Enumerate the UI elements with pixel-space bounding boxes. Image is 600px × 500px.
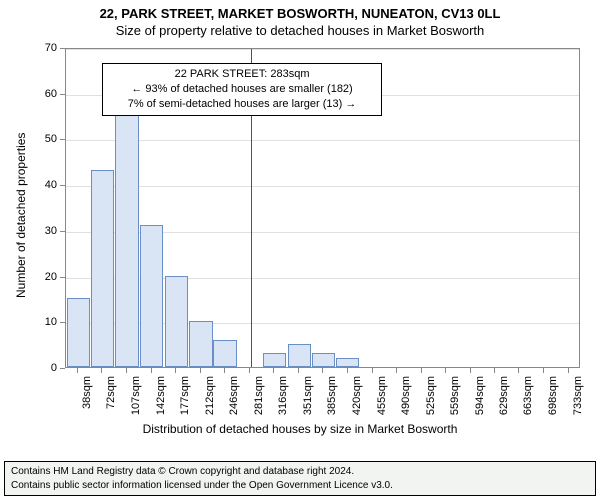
footer-line: Contains public sector information licen…	[11, 479, 589, 493]
histogram-plot: 22 PARK STREET: 283sqm← 93% of detached …	[65, 48, 580, 368]
histogram-bar	[189, 321, 212, 367]
x-tick-label: 559sqm	[449, 376, 461, 415]
y-tick	[60, 139, 65, 140]
x-tick-label: 698sqm	[547, 376, 559, 415]
x-tick	[494, 368, 495, 373]
x-tick	[101, 368, 102, 373]
y-tick-label: 0	[0, 362, 57, 374]
x-tick	[298, 368, 299, 373]
x-tick-label: 177sqm	[179, 376, 191, 415]
histogram-bar	[91, 170, 114, 367]
histogram-bar	[115, 106, 138, 367]
y-tick-label: 70	[0, 42, 57, 54]
x-tick	[126, 368, 127, 373]
histogram-bar	[67, 298, 90, 367]
y-tick-label: 50	[0, 133, 57, 145]
x-tick-label: 385sqm	[326, 376, 338, 415]
x-tick-label: 663sqm	[522, 376, 534, 415]
gridline	[66, 186, 579, 187]
y-tick	[60, 277, 65, 278]
x-tick	[518, 368, 519, 373]
x-tick-label: 107sqm	[130, 376, 142, 415]
annotation-line: 22 PARK STREET: 283sqm	[109, 67, 375, 82]
x-tick-label: 733sqm	[572, 376, 584, 415]
x-tick-label: 455sqm	[376, 376, 388, 415]
x-tick	[396, 368, 397, 373]
y-tick	[60, 94, 65, 95]
x-tick-label: 490sqm	[400, 376, 412, 415]
x-tick-label: 281sqm	[253, 376, 265, 415]
x-tick	[273, 368, 274, 373]
y-tick	[60, 185, 65, 186]
x-tick-label: 525sqm	[425, 376, 437, 415]
x-tick-label: 246sqm	[228, 376, 240, 415]
y-tick	[60, 48, 65, 49]
x-tick	[372, 368, 373, 373]
x-tick	[175, 368, 176, 373]
histogram-bar	[312, 353, 335, 367]
y-tick-label: 20	[0, 271, 57, 283]
x-tick-label: 38sqm	[81, 376, 93, 409]
x-tick	[322, 368, 323, 373]
y-tick-label: 30	[0, 225, 57, 237]
x-tick-label: 142sqm	[155, 376, 167, 415]
license-footer: Contains HM Land Registry data © Crown c…	[4, 461, 596, 496]
x-tick-label: 351sqm	[302, 376, 314, 415]
x-tick	[249, 368, 250, 373]
annotation-line: 7% of semi-detached houses are larger (1…	[109, 97, 375, 112]
x-tick-label: 594sqm	[474, 376, 486, 415]
page-title: 22, PARK STREET, MARKET BOSWORTH, NUNEAT…	[0, 0, 600, 21]
x-tick	[568, 368, 569, 373]
histogram-bar	[336, 358, 359, 367]
footer-line: Contains HM Land Registry data © Crown c…	[11, 465, 589, 479]
x-tick	[421, 368, 422, 373]
histogram-bar	[140, 225, 163, 367]
y-tick	[60, 322, 65, 323]
x-tick	[445, 368, 446, 373]
y-tick-label: 60	[0, 88, 57, 100]
x-tick-label: 316sqm	[277, 376, 289, 415]
gridline	[66, 49, 579, 50]
x-tick	[200, 368, 201, 373]
x-tick-label: 212sqm	[204, 376, 216, 415]
x-tick	[224, 368, 225, 373]
histogram-bar	[165, 276, 188, 367]
x-tick	[77, 368, 78, 373]
annotation-line: ← 93% of detached houses are smaller (18…	[109, 82, 375, 97]
y-tick	[60, 231, 65, 232]
histogram-bar	[288, 344, 311, 367]
x-tick	[543, 368, 544, 373]
x-tick	[151, 368, 152, 373]
gridline	[66, 140, 579, 141]
y-tick-label: 10	[0, 316, 57, 328]
y-tick-label: 40	[0, 179, 57, 191]
histogram-bar	[213, 340, 236, 367]
page-subtitle: Size of property relative to detached ho…	[0, 21, 600, 38]
x-tick-label: 420sqm	[351, 376, 363, 415]
x-tick-label: 72sqm	[105, 376, 117, 409]
x-tick-label: 629sqm	[498, 376, 510, 415]
histogram-bar	[263, 353, 286, 367]
x-tick	[347, 368, 348, 373]
x-tick	[470, 368, 471, 373]
y-tick	[60, 368, 65, 369]
annotation-box: 22 PARK STREET: 283sqm← 93% of detached …	[102, 63, 382, 116]
x-axis-label: Distribution of detached houses by size …	[0, 422, 600, 436]
